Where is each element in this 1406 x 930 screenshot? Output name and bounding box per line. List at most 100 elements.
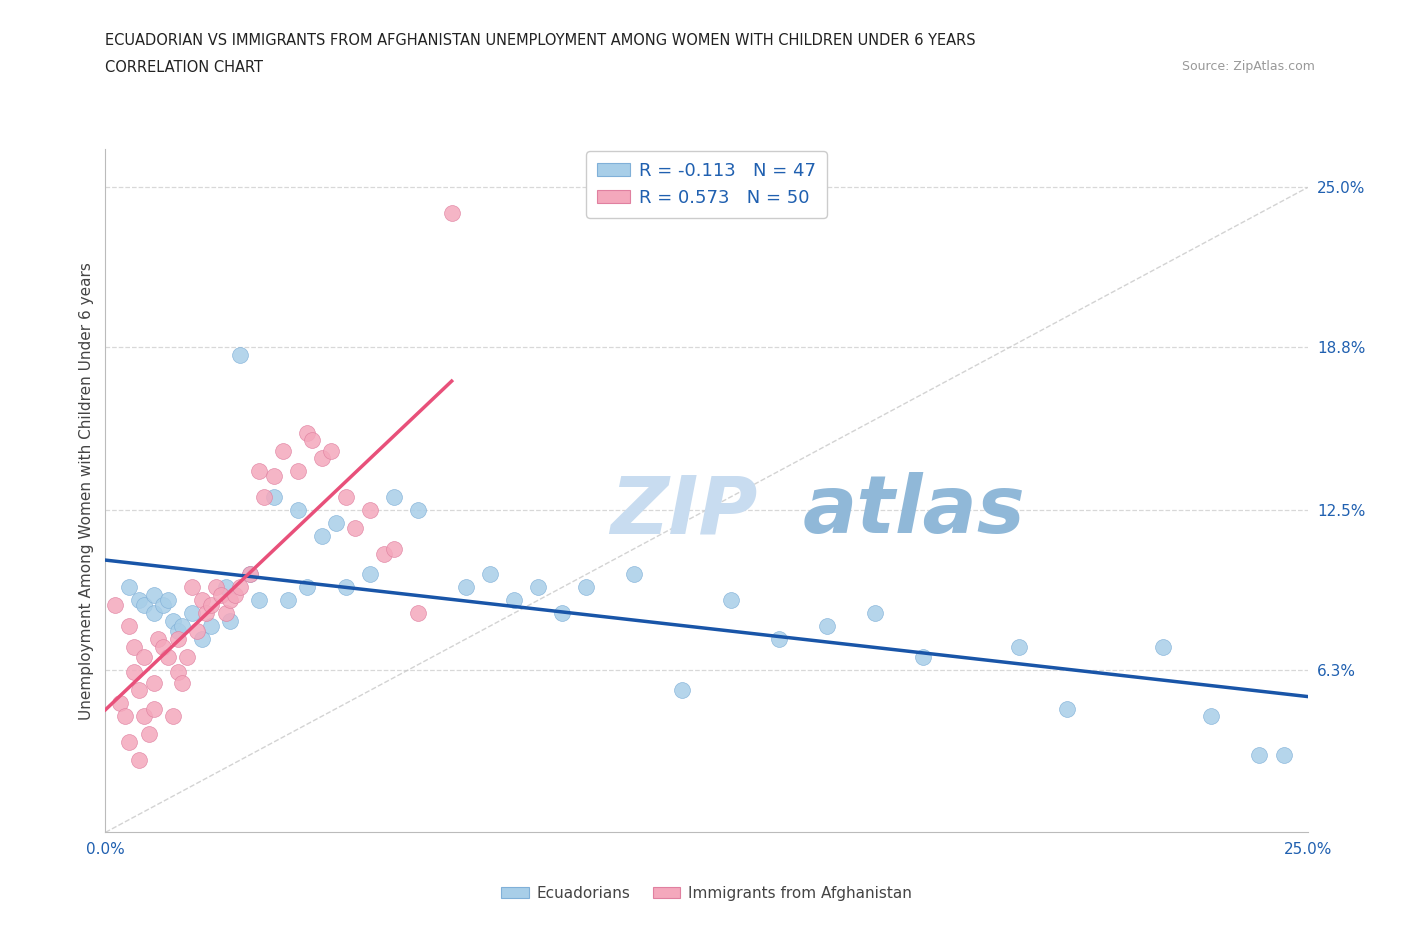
Point: [1272, 748, 1295, 763]
Point: [301, 432, 323, 447]
Point: [181, 580, 204, 595]
Point: [575, 580, 598, 595]
Text: ECUADORIAN VS IMMIGRANTS FROM AFGHANISTAN UNEMPLOYMENT AMONG WOMEN WITH CHILDREN: ECUADORIAN VS IMMIGRANTS FROM AFGHANISTA…: [105, 33, 976, 47]
Point: [311, 451, 333, 466]
Point: [162, 709, 184, 724]
Point: [142, 675, 165, 690]
Point: [321, 444, 343, 458]
Point: [229, 580, 252, 595]
Point: [162, 614, 184, 629]
Point: [200, 598, 222, 613]
Point: [118, 735, 141, 750]
Point: [205, 580, 228, 595]
Point: [479, 567, 502, 582]
Point: [440, 206, 463, 220]
Point: [287, 502, 309, 517]
Point: [214, 580, 236, 595]
Point: [152, 639, 174, 654]
Point: [1152, 639, 1174, 654]
Point: [152, 598, 174, 613]
Point: [142, 701, 165, 716]
Point: [253, 489, 276, 504]
Point: [406, 605, 429, 620]
Point: [277, 592, 299, 607]
Point: [297, 580, 319, 595]
Point: [247, 592, 270, 607]
Point: [190, 631, 212, 646]
Point: [297, 425, 319, 440]
Point: [273, 444, 295, 458]
Point: [224, 588, 246, 603]
Point: [118, 580, 141, 595]
Point: [229, 348, 252, 363]
Point: [720, 592, 742, 607]
Point: [335, 489, 357, 504]
Point: [311, 528, 333, 543]
Point: [287, 464, 309, 479]
Point: [172, 618, 194, 633]
Point: [142, 605, 165, 620]
Point: [181, 605, 204, 620]
Text: atlas: atlas: [803, 472, 1025, 550]
Point: [138, 727, 160, 742]
Point: [263, 469, 285, 484]
Point: [219, 592, 242, 607]
Point: [1249, 748, 1271, 763]
Point: [551, 605, 574, 620]
Point: [209, 588, 232, 603]
Point: [166, 624, 188, 639]
Point: [200, 618, 222, 633]
Point: [132, 598, 155, 613]
Point: [247, 464, 270, 479]
Point: [239, 567, 262, 582]
Point: [124, 665, 146, 680]
Point: [911, 649, 934, 664]
Point: [142, 588, 165, 603]
Point: [768, 631, 790, 646]
Point: [104, 598, 127, 613]
Point: [1056, 701, 1078, 716]
Point: [214, 605, 236, 620]
Point: [118, 618, 141, 633]
Point: [156, 592, 179, 607]
Point: [172, 675, 194, 690]
Point: [128, 592, 150, 607]
Point: [186, 624, 208, 639]
Point: [527, 580, 550, 595]
Point: [382, 489, 405, 504]
Point: [176, 649, 198, 664]
Point: [190, 592, 212, 607]
Point: [454, 580, 477, 595]
Point: [195, 605, 218, 620]
Point: [263, 489, 285, 504]
Point: [335, 580, 357, 595]
Point: [239, 567, 262, 582]
Text: ZIP: ZIP: [610, 472, 758, 550]
Point: [623, 567, 645, 582]
Point: [1201, 709, 1223, 724]
Point: [382, 541, 405, 556]
Point: [359, 502, 381, 517]
Point: [503, 592, 526, 607]
Point: [815, 618, 838, 633]
Point: [671, 683, 693, 698]
Point: [863, 605, 886, 620]
Point: [108, 696, 131, 711]
Point: [124, 639, 146, 654]
Point: [373, 546, 395, 561]
Legend: Ecuadorians, Immigrants from Afghanistan: Ecuadorians, Immigrants from Afghanistan: [495, 880, 918, 907]
Point: [344, 521, 367, 536]
Point: [132, 649, 155, 664]
Point: [166, 631, 188, 646]
Point: [219, 614, 242, 629]
Y-axis label: Unemployment Among Women with Children Under 6 years: Unemployment Among Women with Children U…: [79, 261, 94, 720]
Point: [325, 515, 347, 530]
Point: [1008, 639, 1031, 654]
Point: [128, 752, 150, 767]
Point: [132, 709, 155, 724]
Point: [166, 665, 188, 680]
Point: [148, 631, 170, 646]
Point: [114, 709, 136, 724]
Point: [128, 683, 150, 698]
Point: [406, 502, 429, 517]
